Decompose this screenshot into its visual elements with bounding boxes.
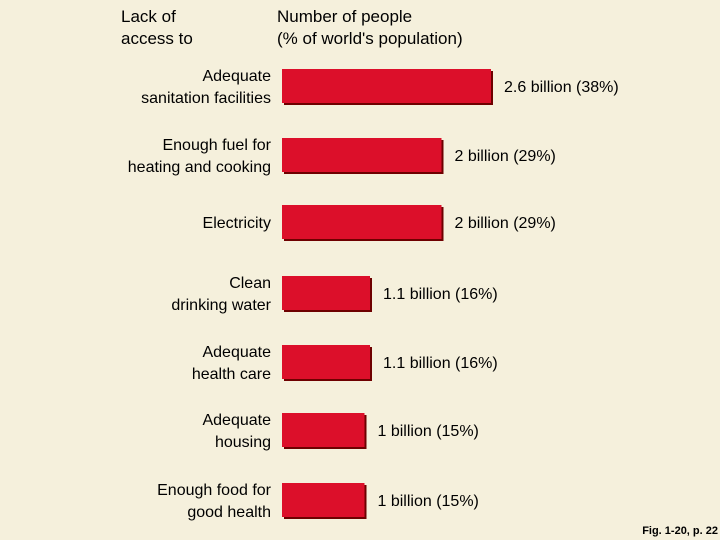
category-label-line: Adequate <box>202 412 271 429</box>
data-label: 1 billion (15%) <box>378 493 479 510</box>
bar <box>282 483 365 517</box>
data-label: 1 billion (15%) <box>378 423 479 440</box>
category-label-line: Adequate <box>202 68 271 85</box>
category-label: Clean drinking water <box>171 275 271 314</box>
value-column-header: Number of people (% of world's populatio… <box>277 7 463 48</box>
category-label-line: Adequate <box>202 344 271 361</box>
category-label-line: sanitation facilities <box>141 90 271 107</box>
category-label-line: Enough food for <box>157 482 272 499</box>
bar <box>282 345 370 379</box>
category-label-line: Clean <box>229 275 271 292</box>
category-label-line: good health <box>187 504 271 521</box>
data-label: 1.1 billion (16%) <box>383 355 498 372</box>
category-label-line: Enough fuel for <box>162 137 271 154</box>
data-label: 2 billion (29%) <box>455 148 556 165</box>
category-label: Adequate health care <box>192 344 271 383</box>
data-label: 2.6 billion (38%) <box>504 79 619 96</box>
figure-caption: Fig. 1-20, p. 22 <box>642 525 718 537</box>
category-label-line: health care <box>192 366 271 383</box>
category-label: Adequate sanitation facilities <box>141 68 271 107</box>
data-label: 2 billion (29%) <box>455 215 556 232</box>
bar <box>282 276 370 310</box>
bar <box>282 413 365 447</box>
category-label-line: Electricity <box>203 215 271 232</box>
category-label: Enough food for good health <box>157 482 272 521</box>
category-label-line: housing <box>215 434 271 451</box>
bar <box>282 205 442 239</box>
category-label-line: heating and cooking <box>128 159 271 176</box>
bar <box>282 138 442 172</box>
category-label-line: drinking water <box>171 297 271 314</box>
category-label: Electricity <box>203 215 271 232</box>
category-label: Adequate housing <box>202 412 271 451</box>
category-column-header: Lack of access to <box>121 7 193 48</box>
category-label: Enough fuel for heating and cooking <box>128 137 272 176</box>
bar <box>282 69 491 103</box>
data-label: 1.1 billion (16%) <box>383 286 498 303</box>
